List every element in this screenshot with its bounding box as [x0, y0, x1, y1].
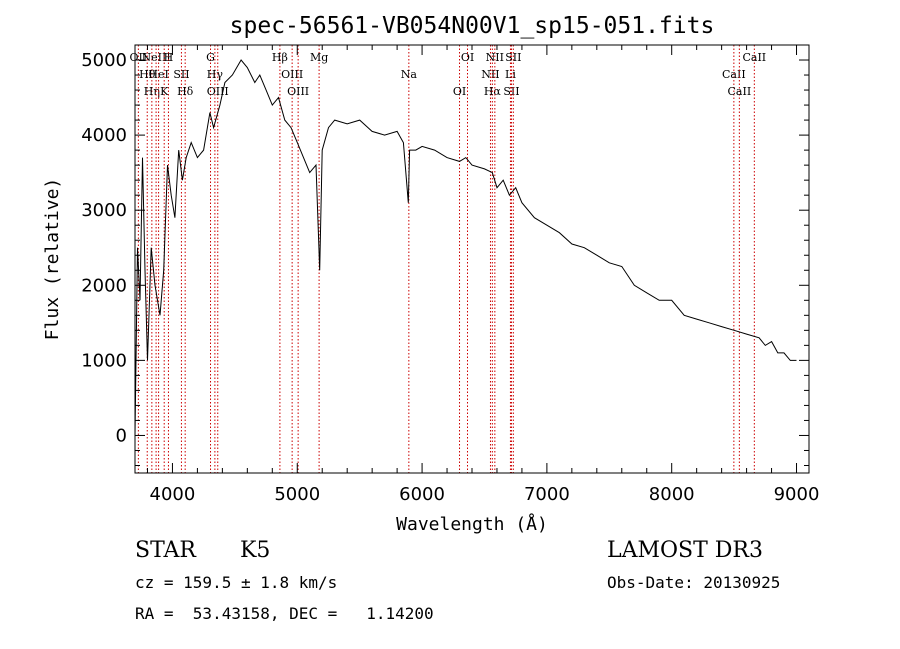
y-axis: 0 1000 2000 3000 4000 5000	[81, 44, 809, 466]
spectral-subclass: K5	[240, 538, 271, 563]
line-marker-label: Li	[505, 68, 516, 81]
x-tick-label: 9000	[774, 484, 820, 505]
y-axis-label: Flux (relative)	[42, 178, 63, 341]
y-tick-label: 5000	[81, 50, 127, 71]
line-marker-label: SII	[173, 68, 189, 81]
redshift-cz: cz = 159.5 ± 1.8 km/s	[135, 573, 338, 592]
y-tick-label: 1000	[81, 350, 127, 371]
x-axis-label: Wavelength (Å)	[396, 513, 548, 535]
line-marker-label: NeIII	[142, 51, 171, 64]
line-marker-label: H	[164, 51, 174, 64]
x-tick-label: 8000	[649, 484, 695, 505]
x-axis: 4000 5000 6000 7000 8000 9000	[146, 45, 820, 505]
line-marker-label: Hδ	[177, 85, 194, 98]
line-marker-label: OI	[461, 51, 474, 64]
y-tick-label: 3000	[81, 200, 127, 221]
line-markers: OIIHθHηNeIIIHeIKHSIIHδGHγOIIIHβOIIIOIIIM…	[130, 45, 766, 473]
line-marker-label: OIII	[281, 68, 303, 81]
y-tick-label: 2000	[81, 275, 127, 296]
line-marker-label: OII	[130, 51, 148, 64]
plot-frame	[134, 44, 810, 474]
y-tick-label: 4000	[81, 125, 127, 146]
line-marker-label: Hβ	[272, 51, 288, 64]
chart-title: spec-56561-VB054N00V1_sp15-051.fits	[230, 13, 715, 39]
line-marker-label: NII	[481, 68, 499, 81]
line-marker-label: G	[206, 51, 215, 64]
x-tick-label: 4000	[150, 484, 196, 505]
line-marker-label: OIII	[287, 85, 309, 98]
x-tick-label: 5000	[274, 484, 320, 505]
line-marker-label: Na	[401, 68, 418, 81]
obs-date: Obs-Date: 20130925	[607, 573, 781, 592]
line-marker-label: CaII	[742, 51, 766, 64]
line-marker-label: CaII	[722, 68, 746, 81]
line-marker-label: OI	[453, 85, 466, 98]
spectrum-series	[134, 59, 797, 436]
line-marker-label: Hη	[144, 85, 160, 98]
line-marker-label: NII	[486, 51, 504, 64]
x-tick-label: 6000	[399, 484, 445, 505]
y-tick-label: 0	[116, 425, 127, 446]
line-marker-label: SII	[505, 51, 521, 64]
line-marker-label: HeI	[148, 68, 168, 81]
survey-label: LAMOST DR3	[607, 538, 763, 563]
line-marker-label: Hα	[484, 85, 502, 98]
coordinates: RA = 53.43158, DEC = 1.14200	[135, 604, 434, 623]
line-marker-label: Hγ	[207, 68, 224, 81]
line-marker-label: SII	[503, 85, 519, 98]
line-marker-label: K	[160, 85, 169, 98]
line-marker-label: CaII	[728, 85, 752, 98]
line-marker-label: Mg	[310, 51, 328, 64]
object-class: STAR	[135, 538, 196, 563]
line-marker-label: OIII	[207, 85, 229, 98]
x-tick-label: 7000	[524, 484, 570, 505]
